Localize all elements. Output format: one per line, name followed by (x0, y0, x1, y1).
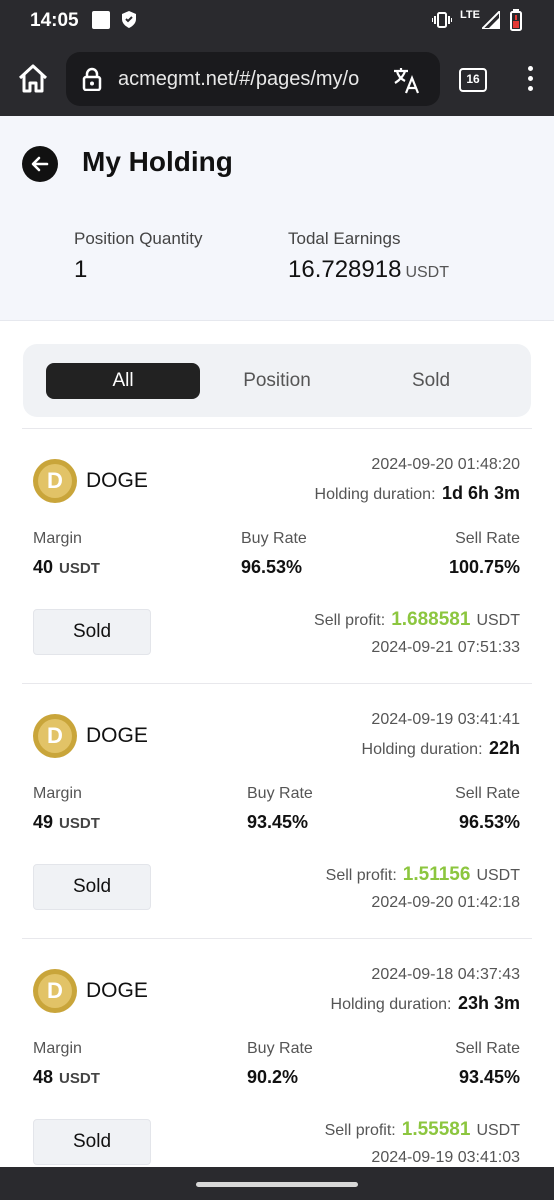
tab-count-button[interactable]: 16 (459, 68, 487, 92)
lock-icon (82, 67, 102, 96)
battery-low-icon (510, 9, 522, 36)
holdings-list: D DOGE 2024-09-20 01:48:20 Holding durat… (22, 428, 532, 1193)
tab-sold[interactable]: Sold (411, 370, 451, 391)
home-gesture-handle[interactable] (196, 1182, 358, 1187)
margin-unit: USDT (59, 560, 100, 577)
square-icon (92, 11, 110, 29)
page-title: My Holding (82, 146, 233, 177)
sell-rate-label: Sell Rate (455, 530, 520, 547)
shield-icon (122, 11, 136, 33)
tab-position[interactable]: Position (243, 370, 311, 391)
sell-profit: Sell profit: 1.688581 USDT (314, 609, 520, 631)
sold-button[interactable]: Sold (33, 1119, 151, 1165)
sell-profit: Sell profit: 1.51156 USDT (326, 864, 520, 886)
signal-icon (479, 8, 501, 34)
doge-coin-icon: D (33, 459, 77, 503)
buy-time: 2024-09-20 01:48:20 (371, 456, 520, 473)
holding-duration-label: Holding duration: (314, 486, 436, 503)
margin-amount: 49 (33, 812, 54, 832)
sold-button[interactable]: Sold (33, 864, 151, 910)
holding-card: D DOGE 2024-09-19 03:41:41 Holding durat… (22, 683, 532, 938)
holding-duration-label: Holding duration: (330, 996, 452, 1013)
total-earnings-label: Todal Earnings (288, 229, 401, 248)
position-quantity-label: Position Quantity (74, 229, 203, 248)
sold-button[interactable]: Sold (33, 609, 151, 655)
margin-unit: USDT (59, 1070, 100, 1087)
sell-rate-value: 93.45% (458, 1067, 520, 1087)
buy-time: 2024-09-19 03:41:41 (371, 711, 520, 728)
coin-name: DOGE (86, 979, 148, 1002)
doge-coin-icon: D (33, 714, 77, 758)
margin-value: 40 USDT (33, 557, 100, 578)
doge-coin-icon: D (33, 969, 77, 1013)
margin-amount: 40 (33, 557, 54, 577)
translate-icon[interactable] (392, 65, 422, 100)
buy-rate-value: 93.45% (247, 812, 309, 832)
sell-rate-label: Sell Rate (455, 1040, 520, 1057)
sell-rate-value: 100.75% (448, 557, 520, 577)
address-bar[interactable]: acmegmt.net/#/pages/my/o (66, 52, 440, 106)
network-type: LTE (460, 9, 480, 21)
sell-profit-label: Sell profit: (324, 1122, 396, 1139)
sell-profit-unit: USDT (476, 612, 520, 629)
vibrate-icon (431, 12, 453, 33)
total-earnings-value: 16.728918 USDT (288, 256, 449, 284)
sell-profit-value: 1.55581 (401, 1119, 471, 1140)
holding-card: D DOGE 2024-09-20 01:48:20 Holding durat… (22, 428, 532, 683)
sell-profit: Sell profit: 1.55581 USDT (325, 1119, 520, 1141)
status-bar: 14:05 LTE (0, 0, 554, 44)
arrow-left-icon (31, 156, 49, 172)
sell-profit-label: Sell profit: (314, 612, 386, 629)
buy-rate-label: Buy Rate (247, 785, 313, 802)
home-icon[interactable] (16, 62, 50, 96)
holding-duration-value: 1d 6h 3m (441, 483, 520, 503)
margin-label: Margin (33, 530, 82, 547)
sell-profit-label: Sell profit: (325, 867, 397, 884)
sell-profit-unit: USDT (476, 867, 520, 884)
holding-duration: Holding duration: 1d 6h 3m (315, 483, 520, 504)
coin-name: DOGE (86, 724, 148, 747)
buy-rate-label: Buy Rate (241, 530, 307, 547)
buy-rate-value: 96.53% (241, 557, 303, 577)
browser-toolbar: acmegmt.net/#/pages/my/o 16 (0, 44, 554, 116)
sell-time: 2024-09-19 03:41:03 (371, 1149, 520, 1166)
total-earnings-unit: USDT (405, 264, 450, 281)
sell-time: 2024-09-21 07:51:33 (371, 639, 520, 656)
more-vert-icon[interactable] (520, 66, 540, 96)
buy-rate-label: Buy Rate (247, 1040, 313, 1057)
buy-time: 2024-09-18 04:37:43 (371, 966, 520, 983)
sell-time: 2024-09-20 01:42:18 (371, 894, 520, 911)
url-text: acmegmt.net/#/pages/my/o (118, 68, 360, 90)
coin-name: DOGE (86, 469, 148, 492)
total-earnings-amount: 16.728918 (288, 256, 402, 283)
margin-label: Margin (33, 785, 82, 802)
buy-rate-value: 90.2% (247, 1067, 299, 1087)
margin-label: Margin (33, 1040, 82, 1057)
tab-all[interactable]: All (46, 363, 200, 399)
sell-profit-value: 1.51156 (402, 864, 471, 885)
sell-rate-value: 96.53% (458, 812, 520, 832)
holding-duration-value: 23h 3m (457, 993, 520, 1013)
margin-value: 49 USDT (33, 812, 100, 833)
back-button[interactable] (22, 146, 58, 182)
holding-summary: My Holding Position Quantity 1 Todal Ear… (0, 116, 554, 321)
filter-tabs: All Position Sold (23, 344, 531, 417)
system-nav-bar (0, 1167, 554, 1200)
sell-profit-unit: USDT (476, 1122, 520, 1139)
holding-duration: Holding duration: 23h 3m (331, 993, 520, 1014)
holding-duration: Holding duration: 22h (362, 738, 520, 759)
sell-rate-label: Sell Rate (455, 785, 520, 802)
margin-value: 48 USDT (33, 1067, 100, 1088)
sell-profit-value: 1.688581 (391, 609, 471, 630)
holding-card: D DOGE 2024-09-18 04:37:43 Holding durat… (22, 938, 532, 1193)
status-time: 14:05 (30, 10, 79, 31)
position-quantity-value: 1 (74, 256, 88, 283)
holding-duration-label: Holding duration: (361, 741, 483, 758)
holding-duration-value: 22h (488, 738, 520, 758)
margin-unit: USDT (59, 815, 100, 832)
margin-amount: 48 (33, 1067, 54, 1087)
